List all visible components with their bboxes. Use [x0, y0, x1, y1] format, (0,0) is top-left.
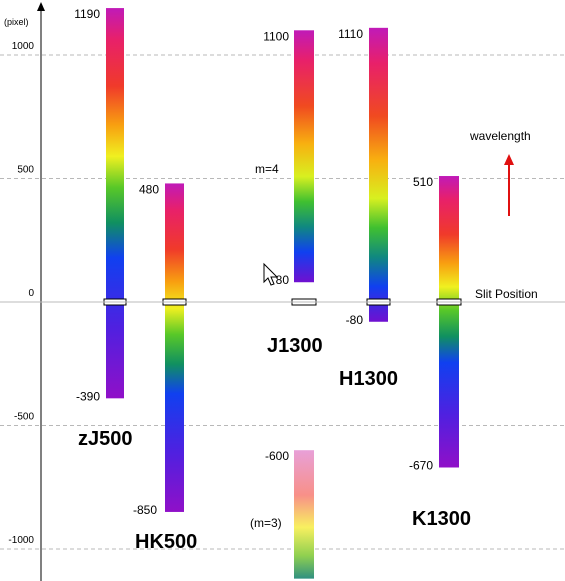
bars [103, 8, 462, 579]
wavelength-label: wavelength [469, 129, 531, 143]
grating-label-zj500: zJ500 [78, 428, 133, 450]
grating-labels: zJ500 HK500 J1300 H1300 K1300 [78, 335, 471, 553]
grating-label-h1300: H1300 [339, 368, 398, 390]
bar-j1300-m3 [294, 450, 314, 579]
bar-order-note: (m=3) [250, 516, 282, 530]
bar-bottom-label: -390 [76, 389, 100, 403]
y-axis-arrow [37, 2, 45, 11]
bar-j1300 [294, 30, 314, 283]
bar-top-label: 1190 [74, 7, 100, 21]
wavelength-arrowhead [504, 154, 514, 165]
y-tick-label: -500 [14, 412, 34, 423]
bar-top-label: 1100 [263, 29, 289, 43]
bar-h1300 [369, 27, 388, 322]
gridlines [0, 54, 565, 550]
bar-top-label: -600 [265, 449, 289, 463]
y-tick-label: 0 [28, 288, 34, 299]
bar-order-note: m=4 [255, 162, 279, 176]
bar-top-label: 510 [413, 175, 433, 189]
bar-bottom-label: 80 [276, 273, 290, 287]
y-tick-label: 500 [17, 165, 34, 176]
grating-label-k1300: K1300 [412, 508, 471, 530]
bar-hk500 [165, 183, 184, 512]
bar-top-label: 480 [139, 182, 159, 196]
y-tick-label: 1000 [12, 41, 35, 52]
bar-bottom-label: -80 [346, 313, 364, 327]
value-labels: 1190 -390 480 -850 1100 80 m=4 -600 (m=3) 1110 -80… [74, 7, 433, 530]
y-unit-label: (pixel) [4, 17, 29, 27]
grating-label-hk500: HK500 [135, 531, 197, 553]
bar-top-label: 1110 [338, 27, 363, 41]
bar-bottom-label: -850 [133, 503, 157, 517]
bar-zj500 [106, 8, 124, 399]
y-tick-labels: 1000 500 0 -500 -1000 [8, 41, 34, 546]
slit-position-label: Slit Position [475, 287, 538, 301]
bar-k1300 [439, 176, 459, 468]
y-tick-label: -1000 [8, 535, 34, 546]
mouse-cursor-icon [263, 262, 279, 286]
grating-label-j1300: J1300 [267, 335, 323, 357]
bar-bottom-label: -670 [409, 458, 433, 472]
